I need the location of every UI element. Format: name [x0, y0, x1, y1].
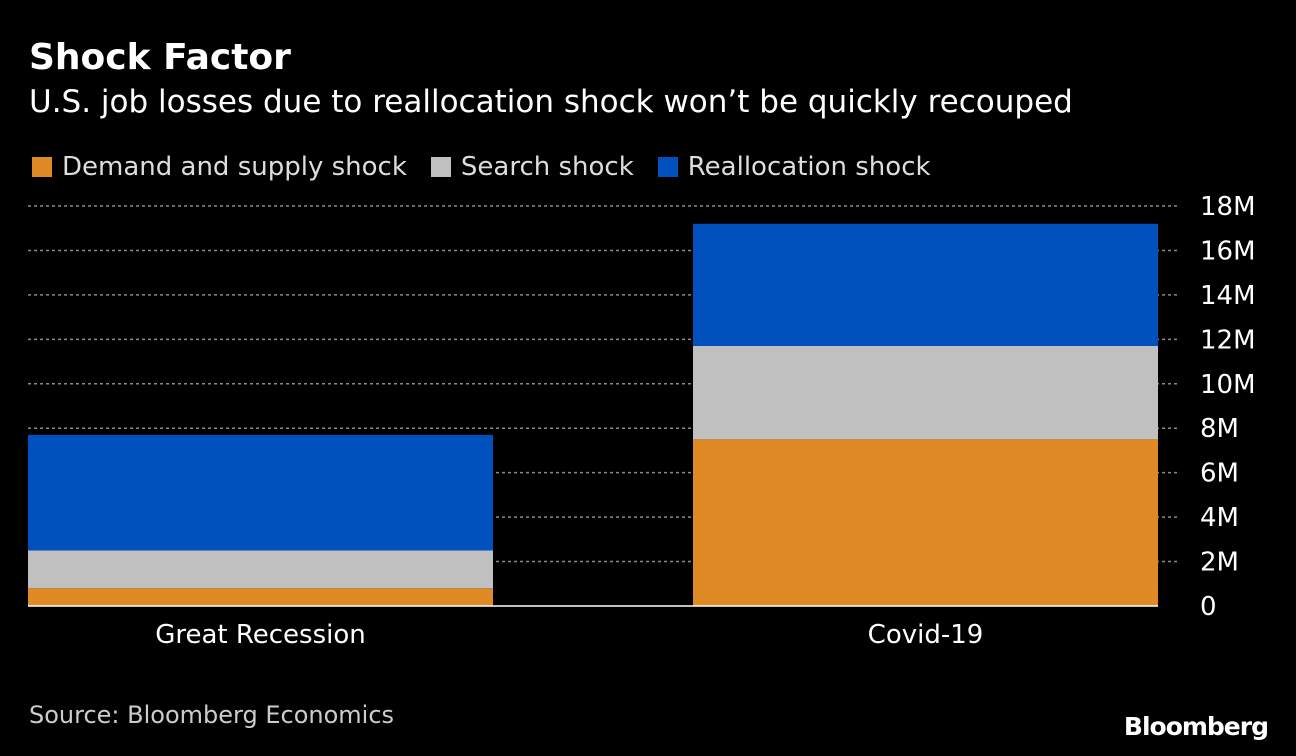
- y-tick-label: 2M: [1200, 548, 1239, 578]
- y-tick-label: 10M: [1200, 370, 1256, 400]
- bar-segment-search-shock-great-recession: [28, 550, 493, 589]
- legend-item-demand-supply: Demand and supply shock: [32, 152, 407, 182]
- y-tick-label: 0: [1200, 592, 1217, 622]
- bar-segment-search-shock-covid-19: [693, 346, 1158, 440]
- legend-swatch-demand-supply: [32, 157, 52, 177]
- bar-segment-reallocation-shock-great-recession: [28, 434, 493, 551]
- legend-swatch-reallocation: [657, 157, 678, 177]
- legend-swatch-search: [430, 157, 451, 177]
- bar-segment-reallocation-shock-covid-19: [693, 223, 1158, 346]
- legend-item-search: Search shock: [430, 152, 634, 182]
- legend-label-search: Search shock: [460, 152, 634, 182]
- y-tick-label: 4M: [1200, 503, 1239, 533]
- x-category-label: Great Recession: [155, 620, 366, 650]
- bar-segment-demand-and-supply-shock-covid-19: [693, 439, 1158, 606]
- source-note: Source: Bloomberg Economics: [29, 701, 395, 729]
- bar-segment-demand-and-supply-shock-great-recession: [28, 588, 493, 606]
- x-category-label: Covid-19: [868, 620, 984, 650]
- legend-item-reallocation: Reallocation shock: [657, 152, 931, 182]
- y-tick-label: 14M: [1200, 281, 1256, 311]
- legend-label-reallocation: Reallocation shock: [687, 152, 931, 182]
- y-tick-label: 6M: [1200, 459, 1239, 489]
- bloomberg-logo: Bloomberg: [1123, 712, 1269, 741]
- chart-legend: Demand and supply shock Search shock Rea…: [32, 152, 955, 182]
- chart-subtitle: U.S. job losses due to reallocation shoc…: [29, 84, 1073, 120]
- y-tick-label: 16M: [1200, 236, 1256, 266]
- y-tick-label: 12M: [1200, 325, 1256, 355]
- legend-label-demand-supply: Demand and supply shock: [62, 152, 407, 182]
- y-tick-label: 8M: [1200, 414, 1239, 444]
- chart-title: Shock Factor: [29, 37, 291, 78]
- y-tick-label: 18M: [1200, 192, 1256, 222]
